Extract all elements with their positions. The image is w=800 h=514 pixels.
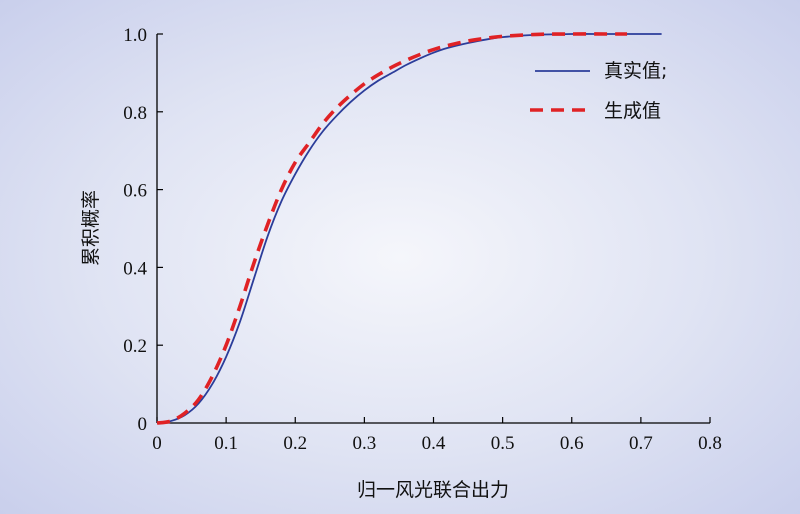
legend-label-true: 真实值; [604,60,667,82]
x-tick-label: 0 [152,433,162,454]
x-tick-label: 0.1 [214,433,238,454]
x-tick-label: 0.2 [283,433,307,454]
series-layer [156,32,662,425]
x-tick-label: 0.3 [353,433,377,454]
x-tick-label: 0.8 [698,433,722,454]
y-tick-label: 0.6 [123,181,147,202]
ticks [156,33,711,424]
y-tick-label: 0 [138,414,148,435]
axes [156,34,710,424]
y-tick-label: 0.2 [123,336,147,357]
y-axis-title: 累积概率 [80,190,102,266]
x-tick-label: 0.6 [560,433,584,454]
x-tick-label: 0.5 [491,433,515,454]
y-tick-label: 0.8 [123,103,147,124]
x-tick-label: 0.7 [629,433,653,454]
true-value-line [156,33,662,424]
x-tick-label: 0.4 [422,433,446,454]
y-tick-label: 1.0 [123,25,147,46]
y-tick-label: 0.4 [123,258,147,279]
legend: 真实值; 生成值 [530,60,667,122]
tick-labels: 0 0.1 0.2 0.3 0.4 0.5 0.6 0.7 0.8 0 0.2 0.4 0.6 0.8 1.… [123,25,722,454]
generated-value-line [156,32,628,425]
x-axis-title: 归一风光联合出力 [357,479,509,501]
legend-label-generated: 生成值 [604,100,661,122]
